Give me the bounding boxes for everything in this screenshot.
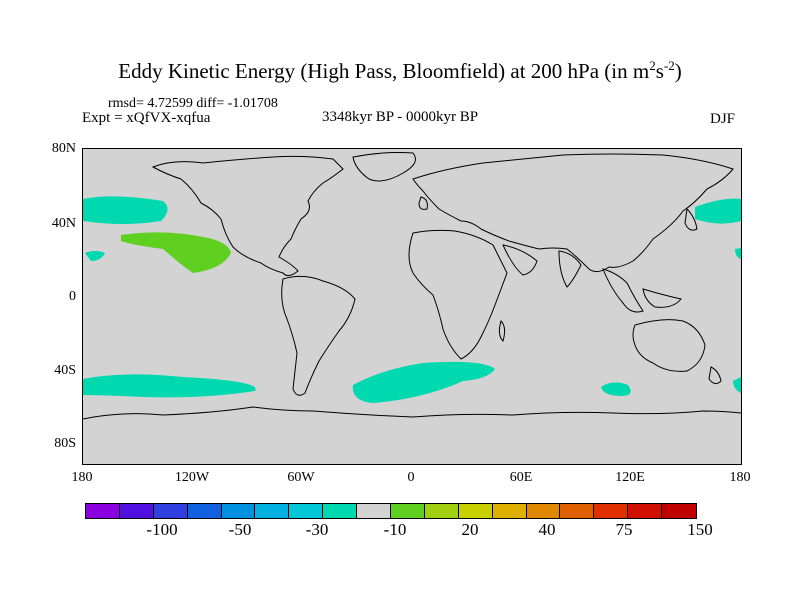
coastline-arabia-india [502,244,582,288]
world-map [83,152,741,420]
colorbar-segment [628,504,663,518]
stats-text: rmsd= 4.72599 diff= -1.01708 [108,96,278,111]
coastline-uk [418,196,428,210]
colorbar-label-neg10: -10 [383,520,407,539]
coastline-australia [632,319,706,372]
coastline-japan [684,207,698,231]
coastline-europe-asia [412,153,734,273]
lat-label-0: 0 [69,289,76,304]
colorbar-label-75: 75 [615,520,633,539]
colorbar-segment [153,504,188,518]
anomaly-region-subtropical-pacific [121,232,231,273]
lon-label-0: 0 [407,470,415,485]
lat-label-80n: 80N [51,141,76,156]
colorbar-segment [323,504,358,518]
lon-label-120w: 120W [174,470,210,485]
colorbar-label-40: 40 [538,520,556,539]
lat-label-40s: 40S [54,363,76,378]
lon-label-60w: 60W [287,470,315,485]
anomaly-region-south-pacific [83,374,256,398]
lon-label-60e: 60E [509,470,533,485]
coastline-southeast-asia [602,268,682,313]
colorbar-segment [492,504,527,518]
colorbar-segment [357,504,392,518]
colorbar-label-neg50: -50 [228,520,252,539]
colorbar-segment [526,504,561,518]
colorbar [85,503,698,519]
coastline-greenland [352,152,416,182]
coastline-north-america [151,155,344,277]
experiment-label: Expt = xQfVX-xqfua [82,110,211,126]
colorbar-label-150: 150 [687,520,713,539]
lon-label-180e: 180 [729,470,751,485]
colorbar-segment [560,504,595,518]
coastline-africa [408,229,508,360]
anomaly-region-south-atlantic [352,361,495,403]
map-panel [82,148,742,465]
period-label: 3348kyr BP - 0000kyr BP [322,109,479,125]
colorbar-segment [289,504,324,518]
colorbar-segment [458,504,493,518]
lon-label-120e: 120E [615,470,645,485]
colorbar-label-20: 20 [461,520,479,539]
lat-label-40n: 40N [51,216,76,231]
season-label: DJF [710,111,736,127]
coastline-new-zealand [708,366,722,385]
colorbar-segment [119,504,154,518]
coastline-madagascar [498,320,506,342]
colorbar-segment [255,504,290,518]
colorbar-segment [86,504,120,518]
colorbar-label-neg30: -30 [305,520,329,539]
coastline-south-america [281,275,356,396]
colorbar-segment [424,504,459,518]
anomaly-region-north-pacific-east [695,198,741,224]
coastline-antarctica [83,406,741,420]
colorbar-segment [221,504,256,518]
colorbar-segment [594,504,629,518]
colorbar-label-neg100: -100 [146,520,178,539]
colorbar-segment [391,504,425,518]
colorbar-segment [662,504,697,518]
lat-label-80s: 80S [54,436,76,451]
figure-title: Eddy Kinetic Energy (High Pass, Bloomfie… [118,58,682,83]
colorbar-segment [187,504,222,518]
anomaly-region-north-pacific-west [83,196,168,224]
lon-label-180w: 180 [71,470,93,485]
anomaly-region-indian-ocean-south [601,382,631,396]
